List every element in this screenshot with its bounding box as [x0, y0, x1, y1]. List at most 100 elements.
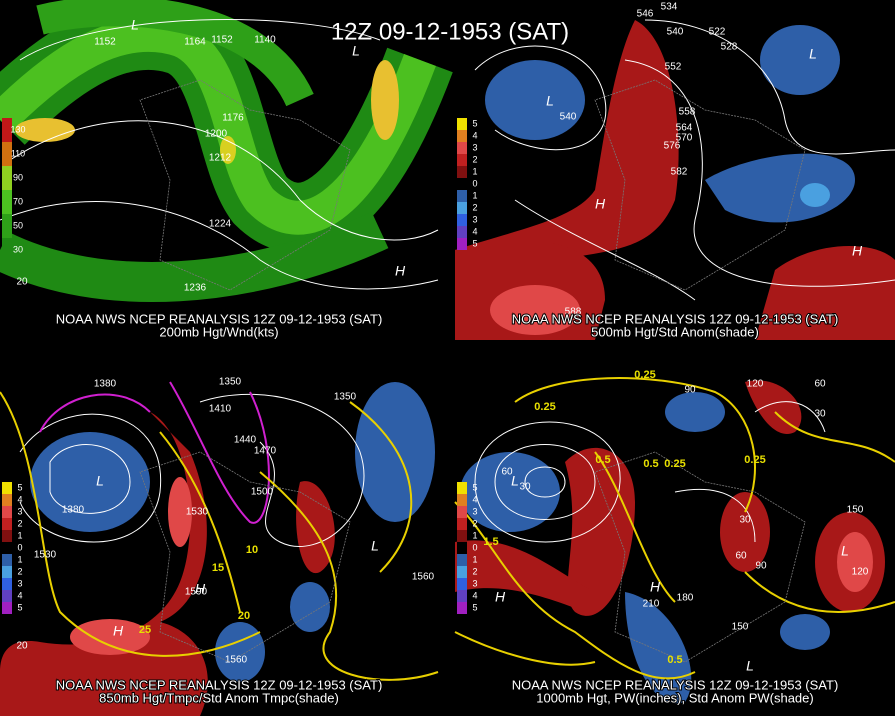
contour-label: 1440 [234, 435, 257, 446]
legend [2, 482, 12, 614]
contour-label: 540 [560, 112, 577, 123]
contour-label: 1380 [94, 379, 117, 390]
legend-labels: 5 4 3 2 1 0 1 2 3 4 5 [17, 482, 22, 612]
anom-pos2 [837, 532, 873, 592]
legend-swatch [457, 482, 467, 494]
legend-swatch [457, 214, 467, 226]
contour-label: 30 [814, 409, 826, 420]
legend-label: 3 [17, 578, 22, 588]
legend-label: 1 [17, 530, 22, 540]
contour-label: 1350 [334, 392, 357, 403]
legend-label: 4 [472, 590, 477, 600]
contour-label: 25 [139, 624, 151, 636]
contour-label: 558 [679, 107, 696, 118]
height-contour [474, 401, 826, 543]
legend-label: 1 [472, 190, 477, 200]
contour-label: 552 [665, 62, 682, 73]
legend-label: 4 [17, 590, 22, 600]
contour-label: 1236 [184, 283, 207, 294]
contour-label: 60 [735, 551, 747, 562]
height-contour [0, 19, 439, 290]
pressure-center: H [595, 196, 606, 212]
anom-neg [665, 392, 725, 432]
contour-label: 1470 [254, 446, 277, 457]
contour-label: 70 [13, 196, 23, 206]
panel-caption: NOAA NWS NCEP REANALYSIS 12Z 09-12-1953 … [512, 311, 839, 326]
temperature-contour [39, 381, 270, 524]
wind-band [36, 0, 314, 107]
legend-swatch [457, 238, 467, 250]
anom-pos2 [490, 285, 580, 335]
legend-swatch [2, 518, 12, 530]
legend-label: 2 [472, 518, 477, 528]
yellow-contour [0, 391, 439, 681]
legend-label: 4 [472, 130, 477, 140]
contour-label: 50 [13, 220, 23, 230]
legend-label: 0 [472, 542, 477, 552]
contour-label: 1176 [222, 113, 244, 124]
contour-label: 0.25 [744, 454, 765, 466]
contour-label: 15 [212, 562, 224, 574]
legend-swatch [2, 602, 12, 614]
legend-label: 4 [17, 494, 22, 504]
legend-swatch [457, 178, 467, 190]
contour-label: 0.5 [643, 458, 658, 470]
height-contour [474, 19, 895, 301]
contour-label: 150 [732, 622, 749, 633]
legend-swatch [457, 506, 467, 518]
anom-neg [30, 432, 150, 532]
anom-pos2 [70, 619, 150, 655]
legend-swatch [457, 130, 467, 142]
legend-box [2, 142, 12, 166]
legend-swatch [457, 542, 467, 554]
contour-label: 570 [676, 133, 693, 144]
legend-label: 3 [472, 578, 477, 588]
legend-swatch [457, 590, 467, 602]
legend-label: 2 [472, 154, 477, 164]
panel-caption: 1000mb Hgt, PW(inches), Std Anom PW(shad… [536, 690, 813, 705]
legend-swatch [457, 578, 467, 590]
pressure-center: L [371, 538, 379, 554]
pressure-center: L [96, 473, 104, 489]
legend-label: 4 [472, 494, 477, 504]
legend-swatch [457, 190, 467, 202]
anom-pos [720, 492, 770, 572]
legend-label: 1 [472, 166, 477, 176]
legend-swatch [2, 506, 12, 518]
legend-swatch [457, 530, 467, 542]
anom-neg [625, 592, 692, 704]
wind-band [0, 17, 436, 235]
contour-label: 90 [755, 561, 767, 572]
contour-label: 576 [664, 141, 681, 152]
pressure-center: H [495, 589, 506, 605]
anom-neg [215, 622, 265, 682]
contour-label: 1200 [205, 129, 228, 140]
contour-label: 0.5 [595, 454, 610, 466]
pressure-center: H [395, 263, 406, 279]
legend-swatch [457, 226, 467, 238]
contour-label: 1152 [211, 35, 233, 46]
anom-pos [455, 540, 595, 612]
pressure-center: L [352, 43, 360, 59]
contour-label: 1530 [186, 507, 209, 518]
coastline [139, 79, 351, 291]
legend-box [2, 214, 12, 238]
map-title: 12Z 09-12-1953 (SAT) [331, 18, 569, 45]
pressure-center: H [650, 579, 661, 595]
contour-label: 110 [11, 148, 25, 158]
contour-label: 20 [16, 277, 28, 288]
legend-swatch [2, 554, 12, 566]
contour-label: 1140 [254, 35, 276, 46]
legend-label: 3 [472, 214, 477, 224]
contour-label: 0.25 [634, 369, 655, 381]
contour-label: 0.5 [667, 654, 682, 666]
contour-label: 1560 [225, 655, 248, 666]
contour-label: 564 [676, 123, 693, 134]
legend-swatch [2, 530, 12, 542]
legend-swatch [457, 602, 467, 614]
pressure-center: H [195, 581, 206, 597]
anom-neg [460, 452, 560, 532]
legend-label: 3 [472, 506, 477, 516]
